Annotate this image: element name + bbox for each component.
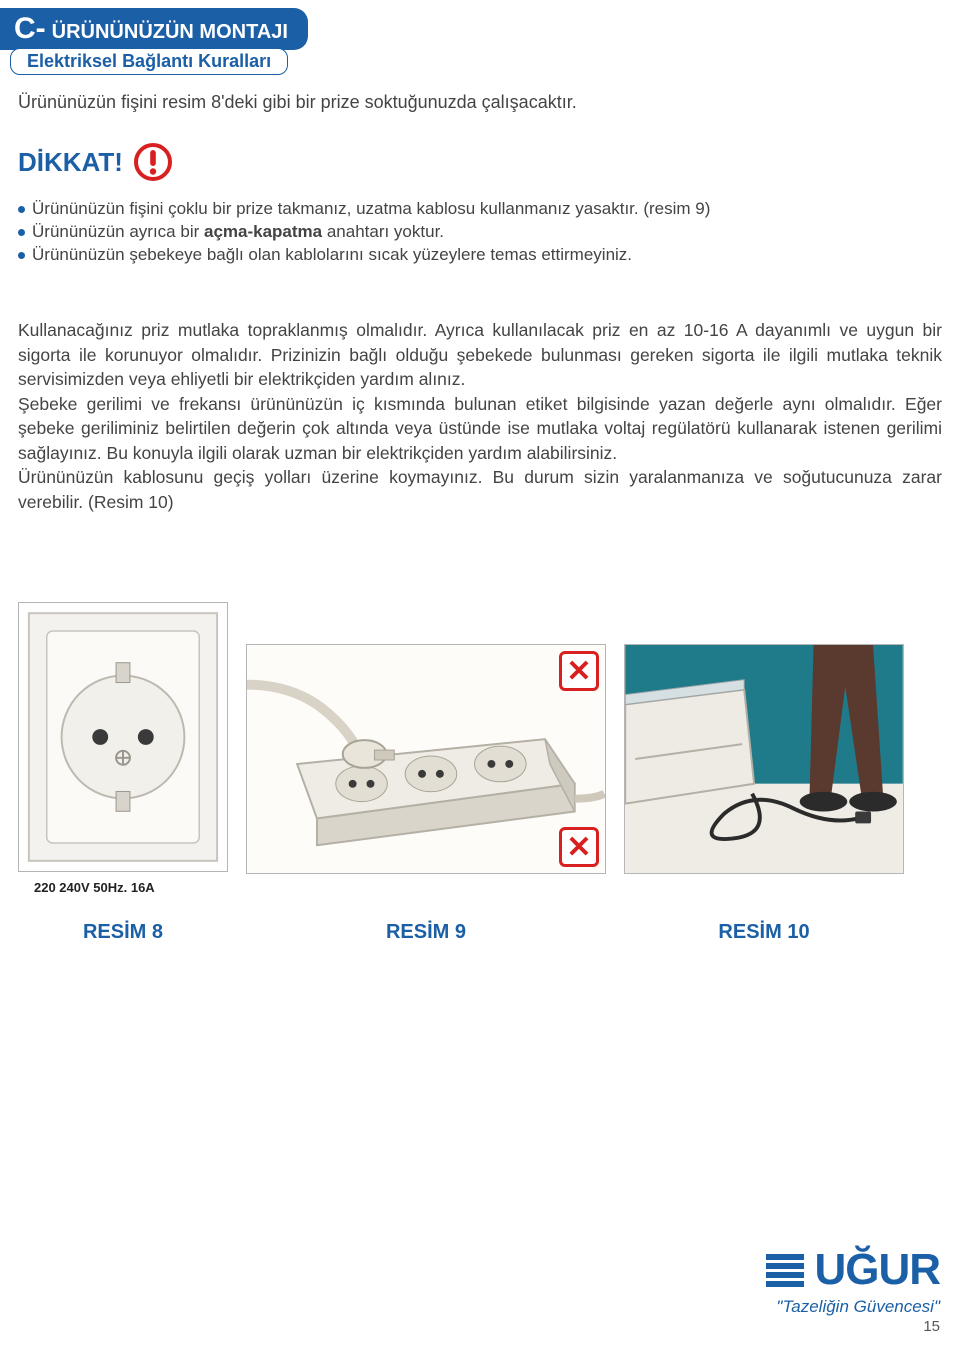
brand-logo: UĞUR "Tazeliğin Güvencesi" — [766, 1245, 940, 1317]
section-prefix: C- — [14, 12, 46, 46]
bullet-item: Ürününüzün fişini çoklu bir prize takman… — [18, 198, 942, 221]
bullet-text-post: anahtarı yoktur. — [322, 222, 444, 241]
bullet-list: Ürününüzün fişini çoklu bir prize takman… — [18, 198, 942, 267]
bullet-item: Ürününüzün ayrıca bir açma-kapatma anaht… — [18, 221, 942, 244]
bullet-text: Ürününüzün şebekeye bağlı olan kabloları… — [32, 245, 632, 264]
main-paragraph: Kullanacağınız priz mutlaka topraklanmış… — [18, 318, 942, 514]
figure-9-caption: RESİM 9 — [386, 921, 466, 944]
sub-heading: Elektriksel Bağlantı Kuralları — [10, 48, 288, 75]
warning-icon — [133, 142, 173, 182]
attention-row: DİKKAT! — [18, 142, 173, 182]
logo-text: UĞUR — [814, 1245, 940, 1295]
section-title: ÜRÜNÜNÜZÜN MONTAJI — [52, 21, 288, 44]
page-number: 15 — [923, 1318, 940, 1335]
bullet-text-bold: açma-kapatma — [204, 222, 322, 241]
logo-bars-icon — [766, 1254, 804, 1287]
figure-9-illustration: ✕ ✕ — [246, 644, 606, 874]
bullet-text-pre: Ürününüzün ayrıca bir — [32, 222, 204, 241]
intro-text: Ürününüzün fişini resim 8'deki gibi bir … — [18, 92, 942, 113]
figure-10-illustration — [624, 644, 904, 874]
bullet-text: Ürününüzün fişini çoklu bir prize takman… — [32, 199, 710, 218]
figure-10: RESİM 10 — [624, 644, 904, 944]
figure-8-caption: RESİM 8 — [83, 921, 163, 944]
figure-10-caption: RESİM 10 — [718, 921, 809, 944]
figures-row: 220 240V 50Hz. 16A RESİM 8 — [18, 602, 942, 944]
figure-8-spec: 220 240V 50Hz. 16A — [18, 880, 155, 895]
figure-8: 220 240V 50Hz. 16A RESİM 8 — [18, 602, 228, 944]
bullet-item: Ürününüzün şebekeye bağlı olan kabloları… — [18, 244, 942, 267]
logo-slogan: "Tazeliğin Güvencesi" — [766, 1297, 940, 1317]
x-mark: ✕ — [566, 830, 591, 865]
x-badge-icon: ✕ — [559, 651, 599, 691]
figure-9: ✕ ✕ RESİM 9 — [246, 644, 606, 944]
x-badge-icon: ✕ — [559, 827, 599, 867]
attention-label: DİKKAT! — [18, 147, 123, 178]
x-mark: ✕ — [566, 654, 591, 689]
figure-8-illustration — [18, 602, 228, 872]
section-heading: C- ÜRÜNÜNÜZÜN MONTAJI — [0, 8, 308, 50]
